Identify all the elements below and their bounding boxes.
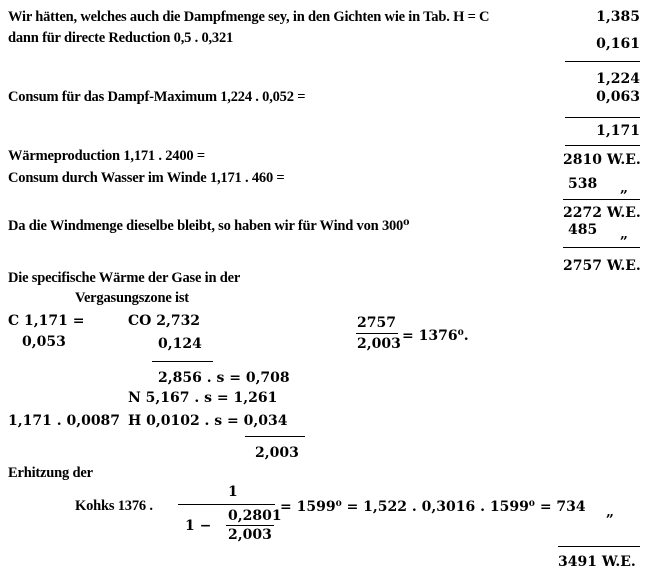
formula: 1,171 . 0,0087 [8, 413, 121, 429]
sum-rule [563, 247, 640, 248]
inner-fraction-bar [226, 525, 274, 526]
sum-rule [152, 361, 213, 362]
heading: Erhitzung der [8, 465, 93, 481]
text-line: Wärmeproduction 1,171 . 2400 = [8, 148, 205, 164]
fraction-result: = 1376⁰. [402, 328, 469, 344]
ditto-mark: „ [620, 180, 629, 196]
formula: 0,053 [22, 334, 66, 350]
formula: = 1599⁰ = 1,522 . 0,3016 . 1599⁰ = 734 [280, 499, 586, 515]
fraction-denominator: 1 − [185, 518, 212, 534]
formula: H 0,0102 . s = 0,034 [128, 413, 288, 429]
value: 0,063 [596, 89, 640, 105]
fraction-numerator: 2757 [357, 315, 396, 331]
sum-rule [565, 61, 640, 62]
ditto-mark: „ [606, 504, 615, 520]
inner-numerator: 0,2801 [228, 508, 282, 524]
value: 2272 W.E. [563, 205, 641, 221]
sum-rule [565, 145, 640, 146]
formula: N 5,167 . s = 1,261 [128, 390, 278, 406]
formula: 2,856 . s = 0,708 [158, 370, 290, 386]
text-line: Wir hätten, welches auch die Dampfmenge … [8, 9, 490, 25]
heading: Vergasungszone ist [75, 290, 189, 306]
formula: C 1,171 = [8, 313, 85, 329]
text-line: Consum durch Wasser im Winde 1,171 . 460… [8, 170, 285, 186]
formula: Kohks 1376 . [75, 498, 153, 514]
value: 485 [568, 222, 598, 238]
value: 538 [568, 176, 598, 192]
fraction-numerator: 1 [228, 484, 238, 500]
value: 2810 W.E. [563, 152, 641, 168]
sum-rule [558, 546, 640, 547]
formula: CO 2,732 [128, 313, 201, 329]
value: 2757 W.E. [563, 258, 641, 274]
value: 1,171 [596, 123, 640, 139]
text-line: Da die Windmenge dieselbe bleibt, so hab… [8, 218, 410, 234]
value: 1,385 [596, 9, 640, 25]
heading: Die specifische Wärme der Gase in der [8, 270, 241, 286]
fraction-bar [178, 504, 275, 505]
fraction-denominator: 2,003 [357, 336, 401, 352]
sum-rule [245, 436, 305, 437]
formula: 0,124 [158, 336, 202, 352]
total: 2,003 [255, 445, 299, 461]
inner-denominator: 2,003 [228, 527, 272, 543]
text-line: Consum für das Dampf-Maximum 1,224 . 0,0… [8, 89, 306, 105]
sum-rule [563, 199, 640, 200]
grand-total: 3491 W.E. [558, 554, 636, 570]
value: 0,161 [596, 36, 640, 52]
fraction-bar [356, 333, 398, 334]
sum-rule [565, 117, 640, 118]
value: 1,224 [596, 71, 640, 87]
text-line: dann für directe Reduction 0,5 . 0,321 [8, 30, 234, 46]
ditto-mark: „ [620, 226, 629, 242]
